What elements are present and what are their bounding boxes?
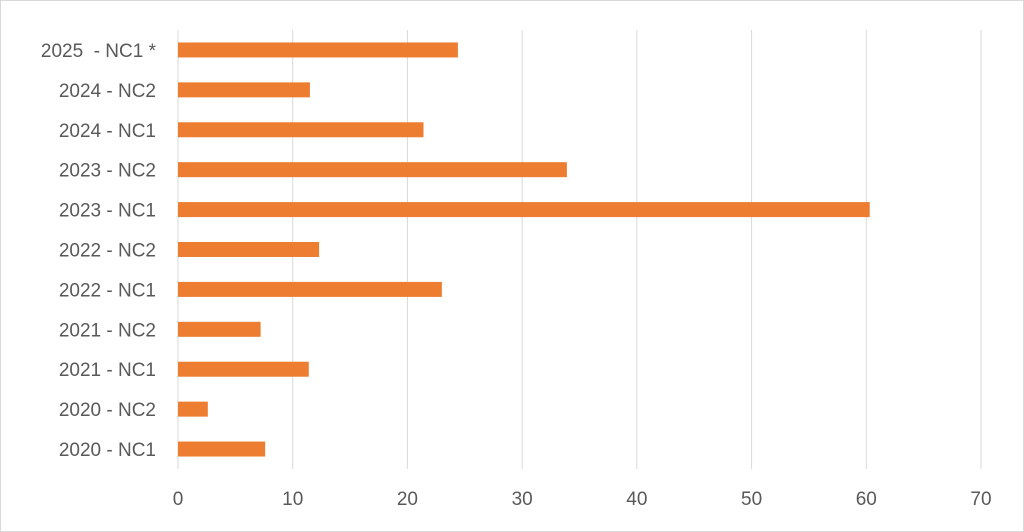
category-label: 2020 - NC1 bbox=[59, 440, 156, 461]
bar bbox=[178, 42, 458, 58]
bar bbox=[178, 242, 320, 257]
bar bbox=[178, 82, 310, 98]
gridlines bbox=[177, 30, 982, 469]
x-tick-labels: 0 10 20 30 40 50 60 70 bbox=[173, 489, 992, 510]
x-tick-label: 10 bbox=[282, 489, 303, 510]
category-label: 2022 - NC2 bbox=[59, 241, 156, 262]
x-tick-label: 70 bbox=[970, 489, 991, 510]
category-label: 2025 - NC1 * bbox=[41, 41, 157, 62]
category-label: 2022 - NC1 bbox=[59, 280, 156, 301]
bar bbox=[178, 441, 266, 457]
category-label: 2021 - NC2 bbox=[59, 320, 156, 341]
category-label: 2023 - NC1 bbox=[59, 201, 156, 222]
x-tick-label: 40 bbox=[626, 489, 647, 510]
bar bbox=[178, 361, 309, 377]
bars bbox=[178, 42, 870, 457]
category-label: 2020 - NC2 bbox=[59, 400, 156, 421]
x-tick-label: 20 bbox=[397, 489, 418, 510]
category-labels: 2020 - NC1 2020 - NC2 2021 - NC1 2021 - NC2… bbox=[41, 41, 157, 461]
bar bbox=[178, 202, 870, 218]
category-label: 2023 - NC2 bbox=[59, 161, 156, 182]
x-tick-label: 0 bbox=[173, 489, 184, 510]
x-tick-label: 60 bbox=[856, 489, 877, 510]
bar bbox=[178, 401, 208, 417]
bar bbox=[178, 281, 442, 297]
category-label: 2021 - NC1 bbox=[59, 360, 156, 381]
category-label: 2024 - NC1 bbox=[59, 121, 156, 142]
x-tick-label: 30 bbox=[512, 489, 533, 510]
category-label: 2024 - NC2 bbox=[59, 81, 156, 102]
bar bbox=[178, 122, 424, 138]
bar bbox=[178, 162, 567, 178]
x-tick-label: 50 bbox=[741, 489, 762, 510]
bar bbox=[178, 321, 261, 337]
